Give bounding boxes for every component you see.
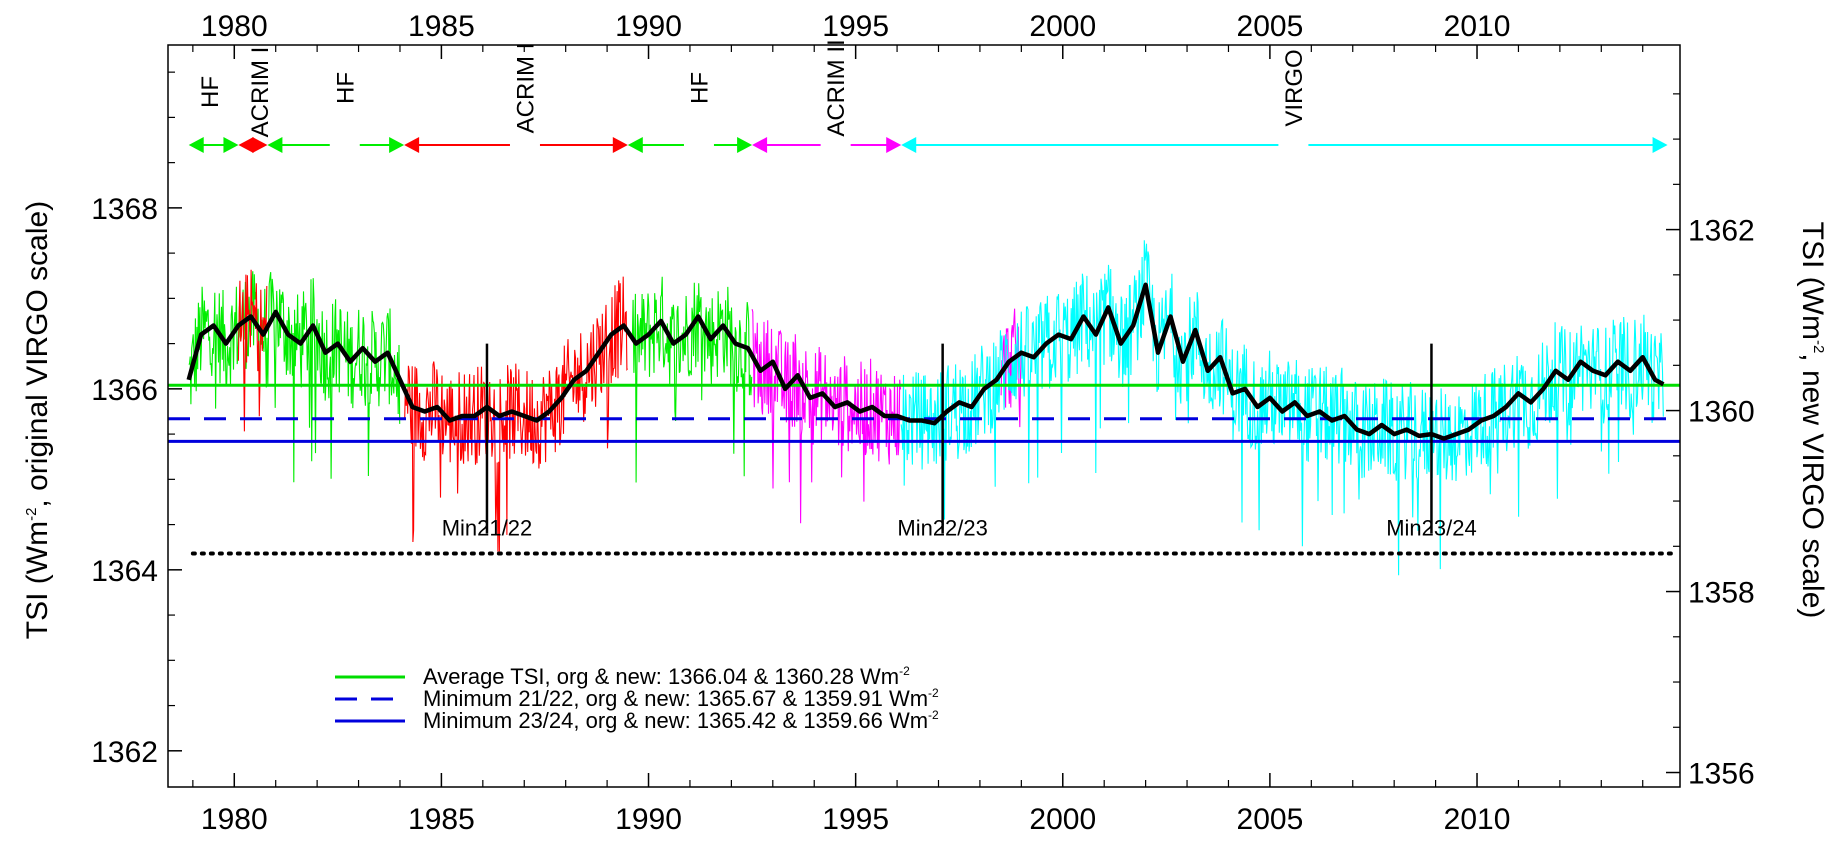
x-tick-label-bottom: 1980 [201, 803, 268, 836]
x-tick-label-top: 1980 [201, 10, 268, 43]
y-tick-label-left: 1366 [91, 374, 158, 407]
instrument-label-gap [820, 142, 851, 148]
y-tick-label-right: 1358 [1688, 577, 1755, 610]
x-tick-label-top: 2000 [1029, 10, 1096, 43]
y-tick-label-right: 1362 [1688, 215, 1755, 248]
instrument-arrow-hf: HF [188, 76, 239, 153]
instrument-arrow-head-left [188, 137, 204, 153]
legend: Average TSI, org & new: 1366.04 & 1360.2… [335, 664, 939, 733]
y-tick-label-left: 1362 [91, 736, 158, 769]
running-mean-layer [186, 282, 1665, 441]
instrument-arrow-head-left [901, 137, 917, 153]
instrument-arrow-hf: HF [627, 72, 753, 153]
x-tick-label-bottom: 1995 [822, 803, 889, 836]
x-tick-label-bottom: 2005 [1237, 803, 1304, 836]
series-virgo-line [900, 240, 1664, 576]
instrument-label-gap [683, 142, 714, 148]
instrument-arrow-head-right [612, 137, 628, 153]
x-tick-label-top: 1985 [408, 10, 475, 43]
instrument-label-gap [509, 142, 540, 148]
instrument-arrow-head-left [627, 137, 643, 153]
instrument-label: HF [686, 72, 713, 104]
minima-layer: Min21/22 Min22/23 Min23/24 [442, 343, 1477, 540]
series-acrim-i-line [404, 276, 629, 552]
x-tick-label-top: 2010 [1444, 10, 1511, 43]
instrument-arrows-layer: HF ACRIM I HF ACRIM I HF ACRIM II VIRGO [188, 39, 1668, 153]
series-acrim-i-line [237, 269, 268, 432]
instrument-arrow-head-left [238, 137, 254, 153]
minimum-label: Min21/22 [442, 515, 533, 540]
legend-entry-text: Minimum 23/24, org & new: 1365.42 & 1359… [423, 708, 939, 733]
series-hf-line [188, 271, 401, 483]
y-tick-label-right: 1356 [1688, 758, 1755, 791]
instrument-arrow-acrim-i: ACRIM I [238, 47, 274, 153]
x-tick-label-bottom: 2000 [1029, 803, 1096, 836]
instrument-arrow-acrim-ii: ACRIM II [752, 39, 902, 153]
instrument-label: HF [332, 72, 359, 104]
minimum-label: Min22/23 [897, 515, 988, 540]
instrument-label-gap [1278, 142, 1309, 148]
instrument-arrow-head-right [737, 137, 753, 153]
instrument-arrow-head-left [752, 137, 768, 153]
instrument-label: ACRIM I [512, 43, 539, 134]
instrument-arrow-acrim-i: ACRIM I [404, 43, 628, 153]
y-tick-label-left: 1364 [91, 555, 158, 588]
instrument-label-gap [329, 142, 360, 148]
instrument-arrow-head-right [886, 137, 902, 153]
x-tick-label-top: 2005 [1237, 10, 1304, 43]
instrument-arrow-head-right [223, 137, 239, 153]
instrument-arrow-head-left [267, 137, 283, 153]
x-tick-label-top: 1995 [822, 10, 889, 43]
y-axis-label-right: TSI (Wm-2, new VIRGO scale) [1796, 221, 1829, 619]
x-tick-label-bottom: 1985 [408, 803, 475, 836]
series-hf-line [631, 276, 753, 483]
x-tick-label-top: 1990 [615, 10, 682, 43]
instrument-arrow-hf: HF [267, 72, 405, 153]
running-mean-line [186, 282, 1665, 441]
daily-data-layer [188, 240, 1664, 576]
instrument-label: VIRGO [1281, 49, 1308, 126]
instrument-arrow-head-left [404, 137, 420, 153]
series-acrim-ii-line [751, 309, 902, 524]
instrument-label: HF [197, 76, 224, 108]
x-tick-label-bottom: 1990 [615, 803, 682, 836]
legend-entry-text: Average TSI, org & new: 1366.04 & 1360.2… [423, 664, 910, 689]
minimum-label: Min23/24 [1386, 515, 1477, 540]
instrument-arrow-virgo: VIRGO [901, 49, 1668, 153]
legend-entry-text: Minimum 21/22, org & new: 1365.67 & 1359… [423, 686, 939, 711]
instrument-label: ACRIM I [247, 47, 274, 138]
y-tick-label-left: 1368 [91, 193, 158, 226]
plot-frame [167, 44, 1681, 788]
axes-layer: 1980 1980 1985 1985 1990 1990 1995 1995 2000 2000… [91, 10, 1755, 836]
instrument-arrow-head-right [1652, 137, 1668, 153]
y-axis-label-left: TSI (Wm-2, original VIRGO scale) [21, 200, 54, 640]
y-tick-label-right: 1360 [1688, 396, 1755, 429]
instrument-arrow-head-right [389, 137, 405, 153]
x-tick-label-bottom: 2010 [1444, 803, 1511, 836]
instrument-arrow-head-right [252, 137, 268, 153]
instrument-label: ACRIM II [823, 39, 850, 136]
